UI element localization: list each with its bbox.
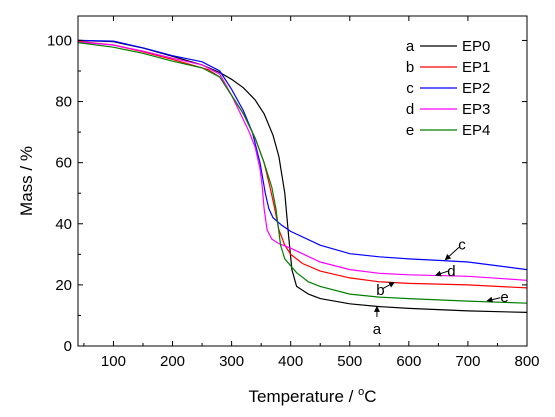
axis-ticks: 100 200 300 400 500 600 700 800 0 20 40 60 80 100 xyxy=(47,16,540,370)
x-tick-label: 800 xyxy=(514,353,539,370)
x-axis-label: Temperature / oC xyxy=(248,386,376,406)
y-tick-label: 80 xyxy=(55,94,72,111)
y-tick-label: 20 xyxy=(55,277,72,294)
y-axis-label: Mass / % xyxy=(17,146,36,216)
legend-label: EP0 xyxy=(462,38,490,55)
annotation-arrow xyxy=(486,296,501,303)
x-tick-label: 100 xyxy=(101,353,126,370)
annotation-label: b xyxy=(376,282,384,299)
series-line-ep0 xyxy=(77,39,528,313)
y-tick-label: 0 xyxy=(64,338,72,355)
x-tick-label: 400 xyxy=(278,353,303,370)
legend-key: a xyxy=(406,38,415,55)
legend-key: d xyxy=(406,101,414,118)
x-tick-label: 300 xyxy=(219,353,244,370)
annotations: a b cd e xyxy=(373,237,509,339)
x-tick-label: 200 xyxy=(160,353,185,370)
annotation-label: c xyxy=(458,237,466,254)
y-tick-label: 40 xyxy=(55,216,72,233)
series-line-ep1 xyxy=(77,40,528,289)
series-line-ep3 xyxy=(77,41,528,281)
y-tick-label: 100 xyxy=(47,32,72,49)
x-tick-label: 700 xyxy=(455,353,480,370)
legend-label: EP3 xyxy=(462,101,490,118)
annotation-label: e xyxy=(500,289,508,306)
legend-key: b xyxy=(406,59,414,76)
series-line-ep4 xyxy=(77,42,528,304)
series-line-ep2 xyxy=(77,39,528,271)
legend-key: e xyxy=(406,122,414,139)
legend-key: c xyxy=(406,80,414,97)
legend-label: EP2 xyxy=(462,80,490,97)
y-tick-label: 60 xyxy=(55,155,72,172)
legend-label: EP4 xyxy=(462,122,490,139)
annotation-label: a xyxy=(373,321,382,338)
x-tick-label: 600 xyxy=(396,353,421,370)
x-axis-label-text: Temperature / xyxy=(248,387,358,406)
x-axis-label-degree: o xyxy=(358,386,364,398)
annotation-label: d xyxy=(447,263,455,280)
legend: a EP0 b EP1 c EP2 d EP3 e EP4 xyxy=(406,38,491,139)
legend-label: EP1 xyxy=(462,59,490,76)
annotation-arrow xyxy=(444,246,460,261)
x-tick-label: 500 xyxy=(337,353,362,370)
x-axis-label-unit: C xyxy=(364,387,376,406)
annotation-arrow xyxy=(435,270,450,277)
annotation-arrow xyxy=(382,281,395,289)
plot-frame xyxy=(77,15,528,347)
